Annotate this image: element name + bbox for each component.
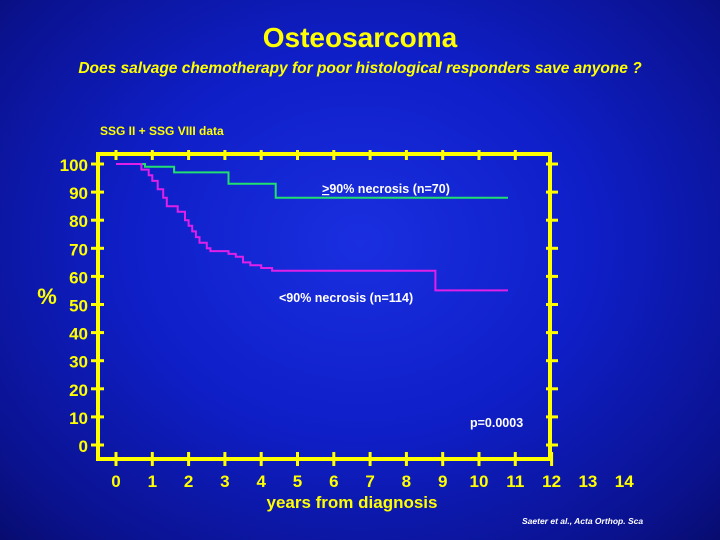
p-value-annotation: p=0.0003 [470, 416, 523, 430]
y-tick-label: 20 [69, 381, 88, 400]
x-axis-label: years from diagnosis [266, 493, 437, 512]
right-axis-ticks [546, 162, 558, 447]
x-tick-label: 4 [256, 472, 266, 491]
y-tick-label: 100 [60, 156, 88, 175]
page-title: Osteosarcoma [262, 22, 458, 53]
y-axis-label: % [37, 284, 57, 309]
plot-frame [96, 152, 552, 461]
y-tick-label: 10 [69, 409, 88, 428]
y-tick-label: 80 [69, 212, 88, 231]
x-tick-label: 13 [578, 472, 597, 491]
y-tick-label: 70 [69, 240, 88, 259]
x-tick-label: 8 [402, 472, 411, 491]
x-tick-label: 2 [184, 472, 193, 491]
y-axis-tick-labels: 0 10 20 30 40 50 60 70 80 90 100 [60, 156, 88, 456]
x-tick-label: 3 [220, 472, 229, 491]
y-tick-label: 50 [69, 297, 88, 316]
y-tick-label: 0 [79, 437, 88, 456]
x-axis-tick-labels: 0 1 2 3 4 5 6 7 8 9 10 11 12 13 14 [111, 472, 634, 491]
y-tick-label: 60 [69, 268, 88, 287]
series-line-good-response [116, 163, 508, 199]
y-axis-ticks [91, 162, 104, 447]
data-source-note: SSG II + SSG VIII data [100, 124, 224, 138]
x-tick-label: 0 [111, 472, 120, 491]
x-tick-label: 10 [470, 472, 489, 491]
series-lines [116, 163, 508, 292]
series-label-poor-response: <90% necrosis (n=114) [279, 291, 413, 305]
x-tick-label: 12 [542, 472, 561, 491]
x-tick-label: 11 [506, 472, 524, 491]
y-tick-label: 40 [69, 325, 88, 344]
y-tick-label: 90 [69, 184, 88, 203]
x-tick-label: 7 [365, 472, 374, 491]
series-label-good-response: >90% necrosis (n=70) [322, 182, 450, 196]
x-tick-label: 9 [438, 472, 447, 491]
series-line-poor-response [116, 163, 508, 292]
x-tick-label: 5 [293, 472, 302, 491]
x-axis-ticks [114, 150, 554, 466]
y-tick-label: 30 [69, 353, 88, 372]
x-tick-label: 6 [329, 472, 338, 491]
x-tick-label: 14 [615, 472, 634, 491]
citation: Saeter et al., Acta Orthop. Sca [522, 516, 644, 526]
page-subtitle: Does salvage chemotherapy for poor histo… [78, 60, 642, 77]
x-tick-label: 1 [148, 472, 157, 491]
